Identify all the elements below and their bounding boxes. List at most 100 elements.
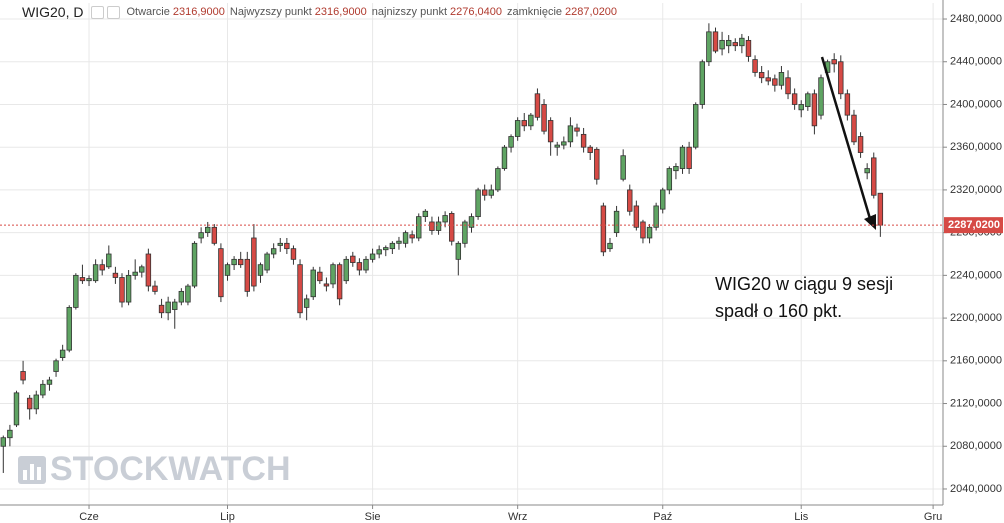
x-tick-label: Lis [794,511,809,523]
candle-body [46,379,53,385]
candle-body [791,93,798,105]
candle-body [693,104,699,148]
y-tick-label: 2080,0000 [950,440,1002,452]
candle-body [587,146,593,153]
watermark-text: STOCKWATCH [50,450,291,488]
symbol: WIG20, D [22,4,84,20]
candle-body [396,240,402,244]
candle-body [758,72,765,79]
candle-body [53,360,59,372]
candle-body [185,285,191,303]
candle-body [409,234,415,239]
candle-body [73,274,79,308]
candle-body [831,59,837,65]
candle-body [871,157,877,196]
axis-labels: 2040,0000 2080,0000 2120,0000 2160,0000 2200… [0,13,1003,523]
candle-body [633,205,640,228]
watermark-icon-bar [30,464,34,480]
x-tick-label: Cze [79,511,99,523]
candle-body [739,37,745,47]
candle-body [112,272,119,278]
candle-body [26,397,33,410]
candle-body [673,166,679,172]
candle-body [33,394,39,410]
candle-body [805,93,811,108]
candle-body [218,248,224,298]
y-tick-label: 2440,0000 [950,56,1002,68]
candle-body [198,232,204,239]
field-value: 2316,9000 [314,6,367,18]
candle-body [554,144,560,148]
candle-body [145,253,152,287]
candle-body [725,39,732,47]
candle-body [732,42,738,47]
watermark: STOCKWATCH [18,450,291,488]
candle-body [224,264,231,276]
candle-body [172,301,178,310]
x-tick-label: Paź [653,511,672,523]
field-value: 2287,0200 [565,6,618,18]
y-tick-label: 2400,0000 [950,98,1002,110]
candle-body [442,215,448,223]
y-tick-label: 2480,0000 [950,13,1002,25]
candle-body [501,146,508,169]
candle-body [772,78,778,86]
candle-body [336,264,343,300]
candle-body [178,290,185,303]
candle-body [719,39,725,50]
candle-body [521,120,527,127]
candle-body [119,277,125,303]
candle-body [844,93,851,116]
candle-body [607,242,613,250]
candle-body [402,232,409,244]
field-name: zamknięcie [507,6,563,18]
candle-body [508,136,514,148]
legend-header: WIG20, D Otwarcie 2316,9000 Najwyzszy punk… [0,2,622,22]
y-tick-label: 2120,0000 [950,397,1002,409]
icon[interactable] [91,5,105,19]
candle-body [877,192,884,226]
candle-body [86,278,92,282]
candle-body [257,264,264,276]
candle-body [818,77,824,116]
x-tick-label: Lip [220,511,235,523]
candle-body [330,264,336,285]
candle-body [534,93,541,118]
candle-body [106,253,112,268]
candle-body [205,226,211,234]
candle-body [514,120,521,137]
candle-body [653,205,659,228]
y-tick-label: 2040,0000 [950,483,1002,495]
last-price-box [944,217,1003,234]
candle-body [244,258,250,292]
last-price-label: 2287,0200 [948,219,1000,231]
icon[interactable] [107,5,121,19]
candle-body [811,93,818,127]
candle-body [59,349,66,359]
candle-body [297,264,303,314]
header-icons [91,5,121,19]
candle-body [264,253,270,271]
candle-body [541,104,547,132]
x-tick-label: Sie [365,511,381,523]
grid [0,3,943,505]
candle-body [580,133,587,148]
annotation: WIG20 w ciągu 9 sesji [715,274,893,294]
candle-body [20,371,26,381]
candle-body [237,258,244,266]
candle-body [481,189,488,196]
y-tick-label: 2240,0000 [950,269,1002,281]
candle-body [389,242,396,250]
candle-body [449,213,455,242]
arrow-head [864,214,876,230]
arrow [820,56,873,223]
y-tick-label: 2360,0000 [950,141,1002,153]
y-tick-label: 2160,0000 [950,355,1002,367]
candle-body [152,285,158,292]
candle-body [290,248,297,260]
candle-body [92,264,99,282]
candle-body [706,31,712,63]
candle-body [211,226,218,244]
